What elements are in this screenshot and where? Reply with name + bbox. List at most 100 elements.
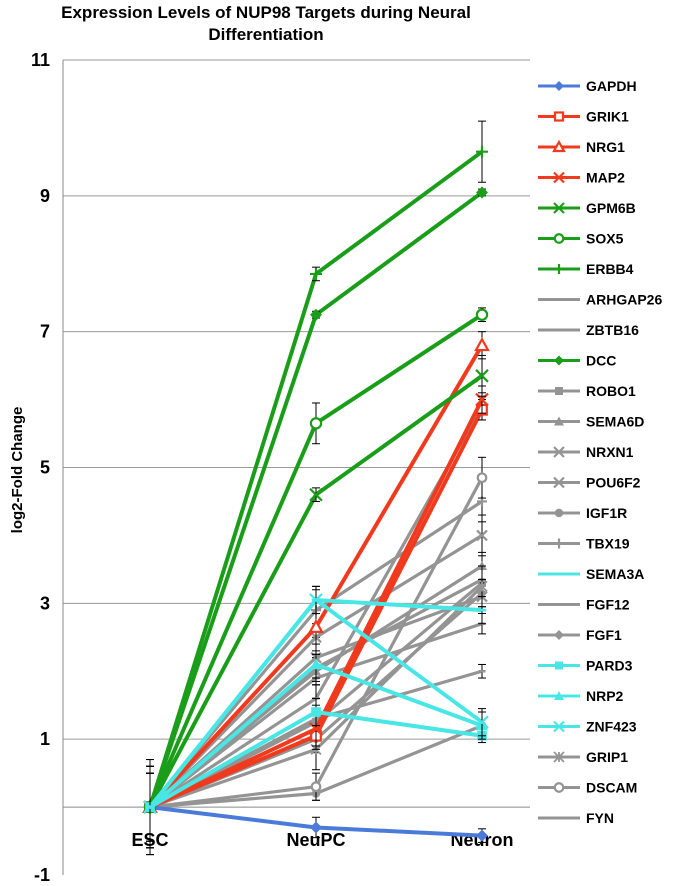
data-point-sox5-shape xyxy=(309,417,323,430)
data-point-erbb4 xyxy=(476,145,488,158)
legend-marker-erbb4-shape xyxy=(554,264,564,274)
legend-marker-gapdh xyxy=(554,81,564,91)
data-point-map2-shape xyxy=(475,392,489,407)
legend-item-arhgap26: ARHGAP26 xyxy=(538,292,662,308)
data-point-pard3 xyxy=(311,707,321,717)
legend-marker-tbx19-shape xyxy=(554,538,564,549)
data-point-nrp2-shape xyxy=(310,658,322,670)
series-znf423 xyxy=(143,585,489,842)
legend-label-fgf1: FGF1 xyxy=(586,627,622,643)
legend-marker-nrp2-shape xyxy=(554,691,564,700)
legend-marker-dcc-shape xyxy=(554,355,564,366)
legend-label-sox5: SOX5 xyxy=(586,231,624,247)
legend-label-nrg1: NRG1 xyxy=(586,139,625,155)
legend-label-dscam: DSCAM xyxy=(586,780,637,796)
legend-marker-znf423 xyxy=(553,720,565,733)
legend-marker-sema6d xyxy=(554,416,564,426)
data-point-nrg1-shape xyxy=(474,336,490,352)
chart-title-line-2: Differentiation xyxy=(208,25,323,44)
legend-label-dcc: DCC xyxy=(586,353,616,369)
legend-item-tbx19: TBX19 xyxy=(538,536,630,552)
series-erbb4 xyxy=(144,120,488,849)
data-point-sox5 xyxy=(475,308,489,321)
legend-marker-fgf1-shape xyxy=(554,630,564,640)
data-point-znf423 xyxy=(309,593,323,607)
legend-label-map2: MAP2 xyxy=(586,170,625,186)
legend-label-erbb4: ERBB4 xyxy=(586,261,634,277)
data-point-znf423-shape xyxy=(143,800,157,814)
data-point-nrp2 xyxy=(310,658,322,670)
data-point-gpm6b xyxy=(475,369,489,383)
data-point-nrg1 xyxy=(308,618,324,634)
legend-marker-sox5-shape xyxy=(553,233,565,244)
data-point-nrg1-shape xyxy=(308,618,324,634)
data-point-pou6f2 xyxy=(476,529,488,542)
legend-marker-pou6f2 xyxy=(553,476,565,489)
data-point-gapdh xyxy=(310,821,322,834)
legend-marker-dcc xyxy=(554,355,564,366)
legend-item-fgf12: FGF12 xyxy=(538,597,630,613)
data-point-dscam-shape xyxy=(476,472,488,484)
legend-label-gapdh: GAPDH xyxy=(586,78,637,94)
legend-marker-igf1r xyxy=(554,508,564,518)
legend-label-sema6d: SEMA6D xyxy=(586,414,644,430)
y-axis-title: log2-Fold Change xyxy=(9,407,26,534)
legend-marker-nrp2 xyxy=(554,691,564,700)
data-point-gpm6b-shape xyxy=(475,369,489,383)
y-tick-label: 7 xyxy=(40,322,50,342)
data-point-dcc xyxy=(476,186,488,199)
legend-marker-nrxn1-shape xyxy=(553,446,565,458)
legend-label-tbx19: TBX19 xyxy=(586,536,630,552)
legend-marker-nrg1-shape xyxy=(552,139,566,153)
legend-label-fgf12: FGF12 xyxy=(586,597,630,613)
data-point-znf423 xyxy=(143,800,157,814)
legend-marker-grik1 xyxy=(553,111,565,122)
legend-label-pou6f2: POU6F2 xyxy=(586,475,641,491)
legend-item-grip1: GRIP1 xyxy=(538,749,628,765)
legend-marker-robo1-shape xyxy=(555,387,563,395)
legend-item-sox5: SOX5 xyxy=(538,231,624,247)
y-tick-label: -1 xyxy=(34,865,50,885)
legend-item-pard3: PARD3 xyxy=(538,658,633,674)
legend-marker-dscam-shape xyxy=(553,782,565,793)
data-point-erbb4-shape xyxy=(310,267,322,280)
legend-marker-znf423-shape xyxy=(553,720,565,733)
data-point-dcc-shape xyxy=(476,186,488,199)
data-point-nrg1 xyxy=(474,336,490,352)
legend-label-igf1r: IGF1R xyxy=(586,505,627,521)
series-gapdh xyxy=(144,759,488,856)
data-point-gapdh-shape xyxy=(476,829,488,842)
legend-marker-igf1r-shape xyxy=(554,508,564,518)
data-point-pou6f2-shape xyxy=(476,529,488,542)
y-tick-label: 1 xyxy=(40,729,50,749)
legend-item-gapdh: GAPDH xyxy=(538,78,637,94)
legend-label-znf423: ZNF423 xyxy=(586,719,637,735)
data-point-gapdh-shape xyxy=(310,821,322,834)
chart-title-line-1: Expression Levels of NUP98 Targets durin… xyxy=(61,3,471,22)
data-point-map2 xyxy=(475,392,489,407)
legend-marker-pard3 xyxy=(555,661,563,670)
data-point-map2 xyxy=(309,722,323,736)
legend-item-map2: MAP2 xyxy=(538,170,625,186)
legend-marker-grik1-shape xyxy=(553,111,565,122)
legend-item-igf1r: IGF1R xyxy=(538,505,627,521)
legend-label-nrxn1: NRXN1 xyxy=(586,444,634,460)
legend-marker-gapdh-shape xyxy=(554,81,564,91)
legend-label-pard3: PARD3 xyxy=(586,658,633,674)
legend-item-sema3a: SEMA3A xyxy=(538,566,644,582)
data-point-dscam xyxy=(310,781,322,793)
legend-label-grip1: GRIP1 xyxy=(586,749,628,765)
legend-marker-map2-shape xyxy=(553,171,565,184)
legend-marker-fgf1 xyxy=(554,630,564,640)
legend-item-nrxn1: NRXN1 xyxy=(538,444,634,460)
legend-marker-gpm6b xyxy=(553,202,565,214)
legend-marker-gpm6b-shape xyxy=(553,202,565,214)
legend-item-nrp2: NRP2 xyxy=(538,688,624,704)
legend-marker-grip1-shape xyxy=(553,751,565,763)
data-point-grip1 xyxy=(476,580,488,592)
y-tick-label: 9 xyxy=(40,186,50,206)
legend-label-gpm6b: GPM6B xyxy=(586,200,636,216)
data-point-dscam xyxy=(476,472,488,484)
legend-label-sema3a: SEMA3A xyxy=(586,566,644,582)
legend-marker-robo1 xyxy=(555,387,563,395)
